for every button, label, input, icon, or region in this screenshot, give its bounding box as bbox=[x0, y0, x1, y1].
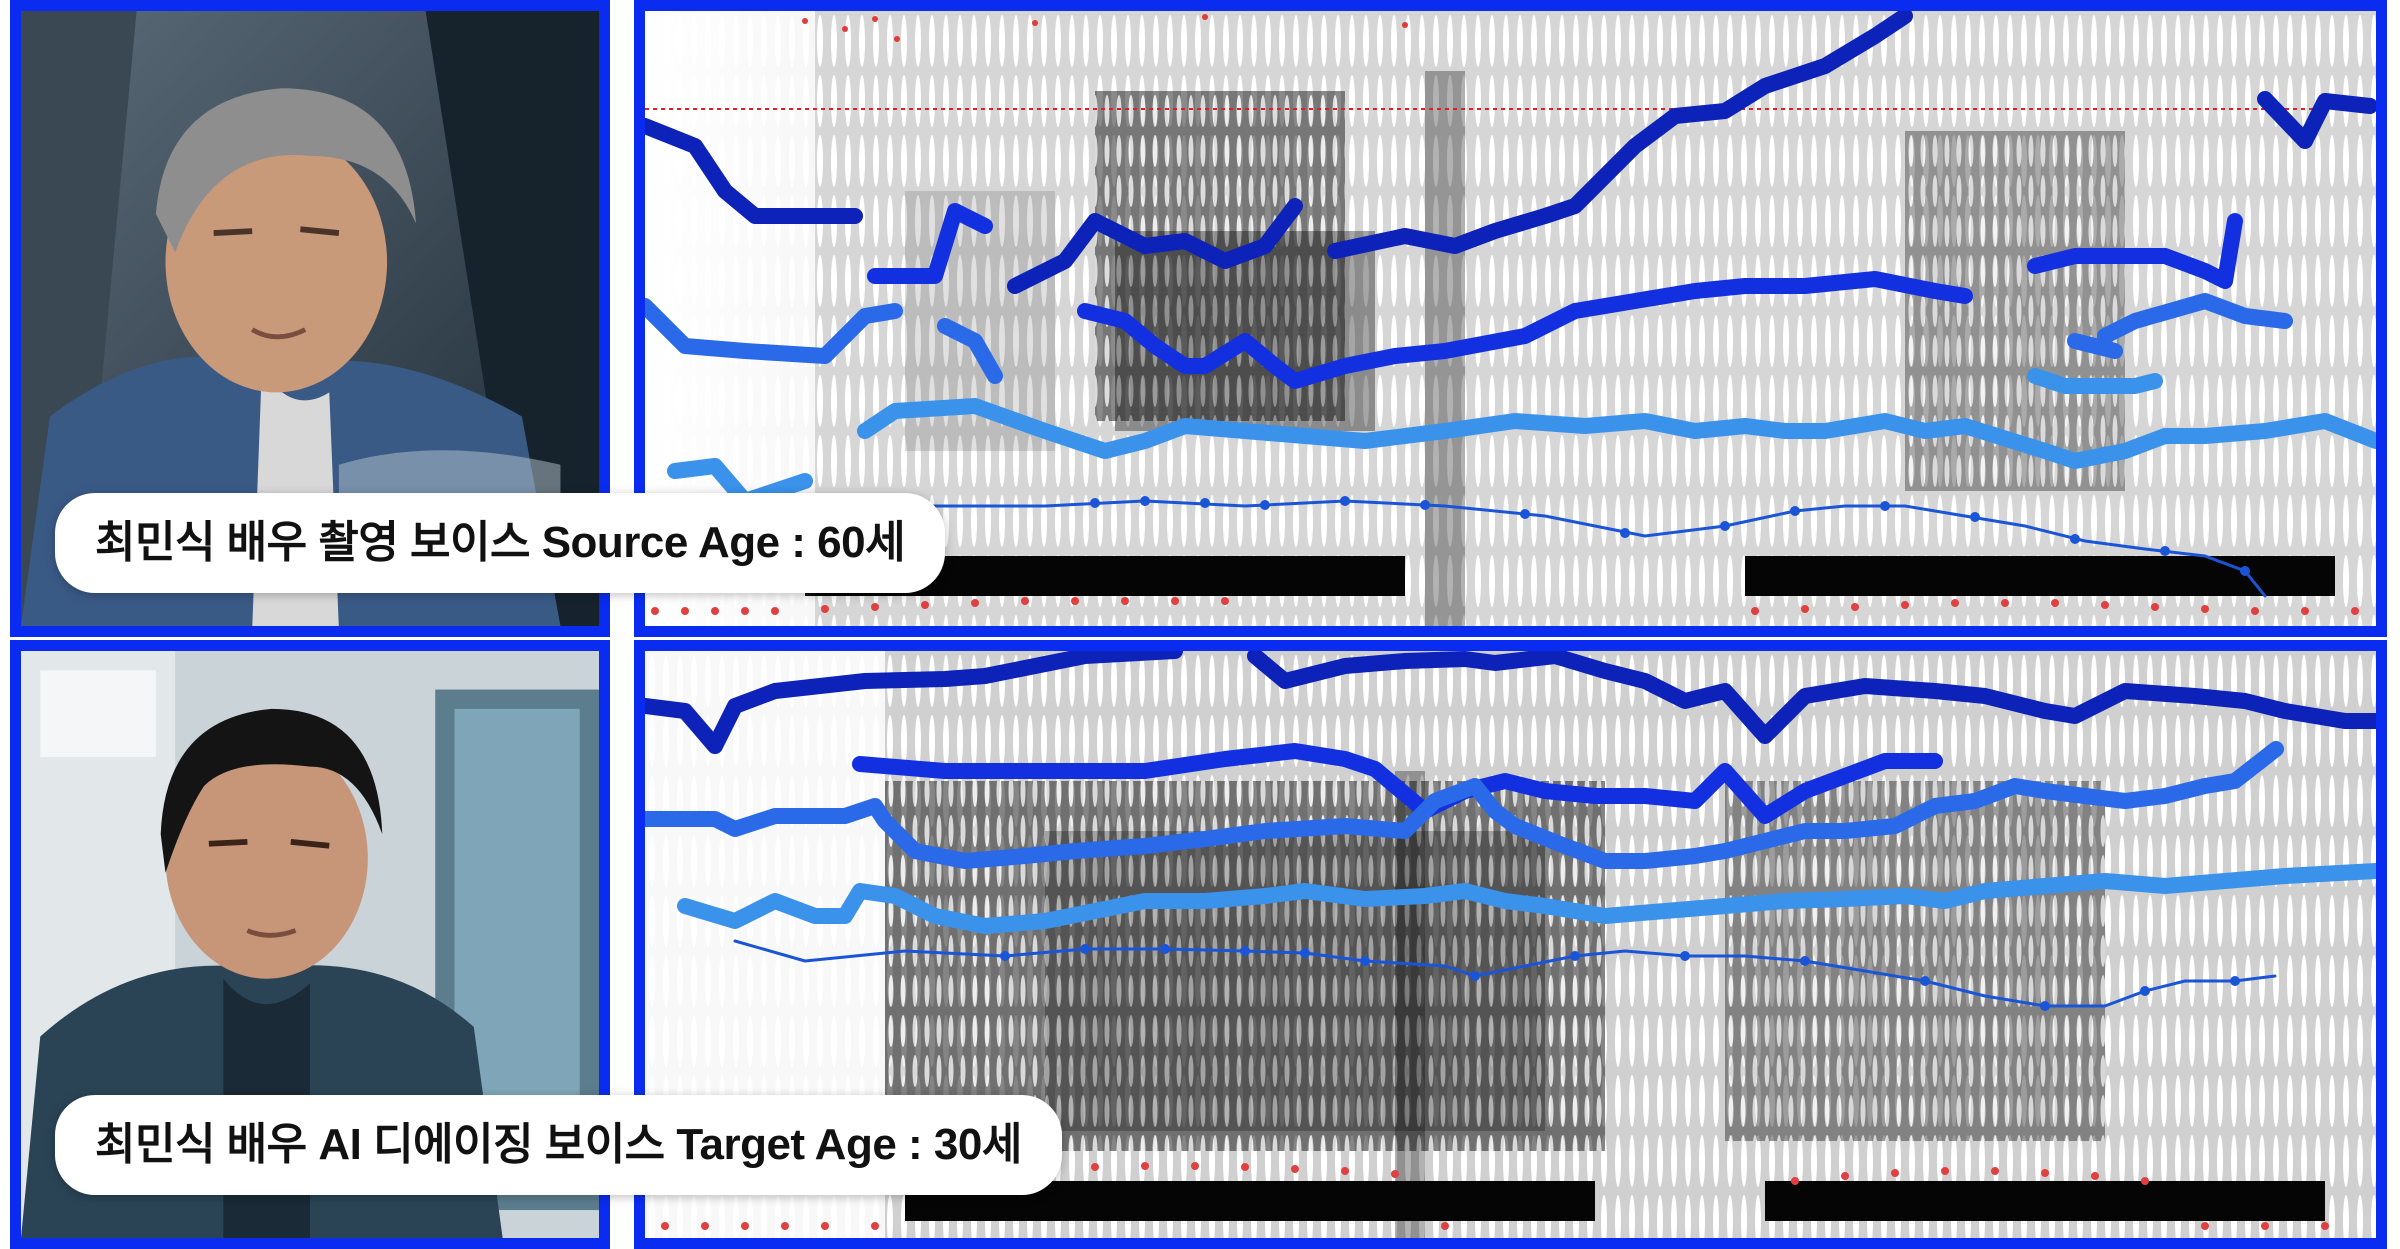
source-spectrogram-panel bbox=[634, 0, 2387, 637]
target-caption: 최민식 배우 AI 디에이징 보이스 Target Age : 30세 bbox=[55, 1095, 1062, 1195]
source-caption: 최민식 배우 촬영 보이스 Source Age : 60세 bbox=[55, 493, 946, 593]
source-spectrogram bbox=[645, 11, 2376, 626]
